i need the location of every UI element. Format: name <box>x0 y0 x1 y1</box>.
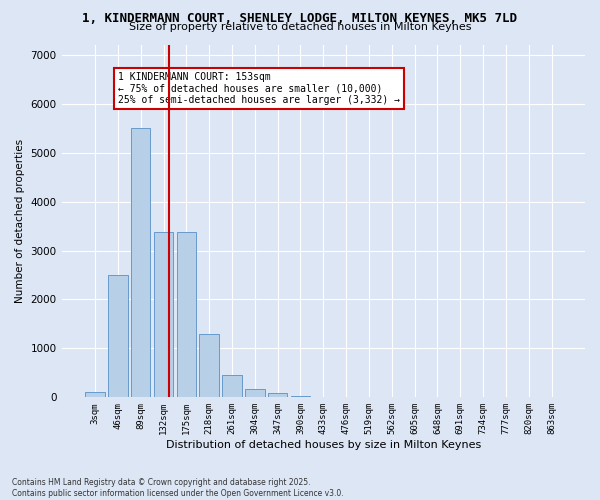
Bar <box>268 393 287 398</box>
Text: 1 KINDERMANN COURT: 153sqm
← 75% of detached houses are smaller (10,000)
25% of : 1 KINDERMANN COURT: 153sqm ← 75% of deta… <box>118 72 400 105</box>
X-axis label: Distribution of detached houses by size in Milton Keynes: Distribution of detached houses by size … <box>166 440 481 450</box>
Y-axis label: Number of detached properties: Number of detached properties <box>15 139 25 303</box>
Bar <box>222 375 242 398</box>
Bar <box>291 396 310 398</box>
Text: 1, KINDERMANN COURT, SHENLEY LODGE, MILTON KEYNES, MK5 7LD: 1, KINDERMANN COURT, SHENLEY LODGE, MILT… <box>83 12 517 26</box>
Text: Contains HM Land Registry data © Crown copyright and database right 2025.
Contai: Contains HM Land Registry data © Crown c… <box>12 478 344 498</box>
Bar <box>85 392 105 398</box>
Text: Size of property relative to detached houses in Milton Keynes: Size of property relative to detached ho… <box>129 22 471 32</box>
Bar <box>176 232 196 398</box>
Bar <box>108 275 128 398</box>
Bar <box>245 389 265 398</box>
Bar <box>131 128 151 398</box>
Bar <box>154 232 173 398</box>
Bar <box>199 334 219 398</box>
